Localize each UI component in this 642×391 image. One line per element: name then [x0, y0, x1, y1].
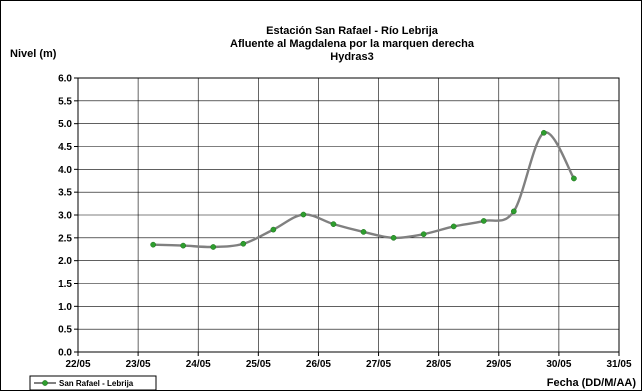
legend-label: San Rafael - Lebrija: [59, 379, 134, 388]
data-point-marker: [270, 226, 277, 233]
data-point-marker: [330, 221, 337, 227]
data-point-marker: [240, 240, 247, 247]
x-tick-label: 22/05: [65, 359, 90, 370]
data-point-marker: [390, 234, 397, 241]
legend-frame: [29, 375, 157, 391]
data-point-marker: [480, 218, 487, 224]
chart-title-line-3: Hydras3: [330, 51, 373, 63]
x-tick-label: 29/05: [486, 359, 511, 370]
x-tick-label: 26/05: [306, 359, 331, 370]
chart-title-line-2: Afluente al Magdalena por la marquen der…: [230, 38, 475, 50]
y-axis-title: Nivel (m): [10, 48, 57, 60]
y-tick-label: 5.5: [58, 96, 72, 107]
legend-marker-swatch: [42, 380, 48, 386]
y-tick-label: 1.5: [58, 279, 72, 290]
x-tick-label: 24/05: [186, 359, 211, 370]
data-point-marker: [420, 231, 427, 238]
legend: San Rafael - Lebrija: [29, 375, 157, 391]
y-axis-ticks: 0.0 0.5 1.0 1.5 2.0 2.5 3.0 3.5 4.0 4.5 5.0 5.5 6.0: [58, 74, 78, 359]
data-point-marker: [541, 129, 547, 136]
x-tick-label: 30/05: [546, 359, 571, 370]
x-tick-label: 28/05: [426, 359, 451, 370]
y-tick-label: 3.5: [58, 188, 72, 199]
data-point-marker: [210, 244, 217, 250]
y-tick-label: 0.5: [58, 325, 72, 336]
y-tick-label: 0.0: [58, 348, 72, 359]
y-tick-label: 1.0: [58, 302, 72, 313]
x-tick-label: 25/05: [246, 359, 271, 370]
data-point-marker: [510, 208, 517, 215]
y-tick-label: 5.0: [58, 119, 72, 130]
data-point-marker: [150, 241, 156, 248]
data-point-marker: [360, 229, 367, 235]
y-tick-label: 2.0: [58, 256, 72, 267]
chart-title-line-1: Estación San Rafael - Río Lebrija: [266, 25, 439, 37]
x-tick-label: 23/05: [126, 359, 151, 370]
data-point-marker: [180, 242, 187, 249]
y-tick-label: 6.0: [58, 74, 72, 85]
data-point-marker: [300, 211, 307, 218]
data-point-marker: [450, 223, 457, 230]
y-tick-label: 3.0: [58, 211, 72, 222]
y-tick-label: 2.5: [58, 233, 72, 244]
series-layer: [150, 129, 577, 250]
y-tick-label: 4.5: [58, 142, 72, 153]
x-axis-title: Fecha (DD/M/AA): [547, 377, 637, 389]
x-tick-label: 27/05: [366, 359, 391, 370]
y-tick-label: 4.0: [58, 165, 72, 176]
x-axis-ticks: 22/05 23/05 24/05 25/05 26/05 27/05 28/05 29/05…: [65, 352, 632, 370]
x-tick-label: 31/05: [606, 359, 631, 370]
data-point-marker: [571, 175, 577, 182]
